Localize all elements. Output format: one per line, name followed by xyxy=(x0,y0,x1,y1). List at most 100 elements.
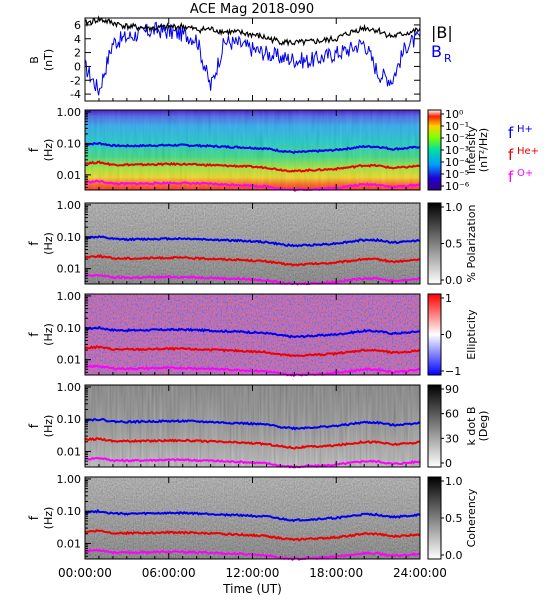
freq-ylabel-1: f xyxy=(27,147,41,152)
f_h_plus-line xyxy=(84,508,421,523)
f_he_plus-line xyxy=(84,253,421,267)
colorbar-tick-label: 10⁻⁶ xyxy=(445,180,470,193)
freq-ytick-label: 1.00 xyxy=(57,473,82,486)
figure-title: ACE Mag 2018-090 xyxy=(190,2,314,17)
colorbar-label-1: % Polarization xyxy=(465,205,478,283)
legend-b-total: |B| xyxy=(431,23,453,42)
legend-b-r: B xyxy=(431,42,442,61)
freq-ylabel-2: (Hz) xyxy=(42,415,55,438)
b-ytick-label: -2 xyxy=(70,74,81,87)
colorbar-tick-label: 10⁻⁵ xyxy=(445,168,469,181)
freq-ytick-label: 0.10 xyxy=(57,505,82,518)
colorbar-tick-label: −1 xyxy=(445,365,461,378)
colorbar-label-2: (nT²/Hz) xyxy=(477,128,490,172)
time-axis: 00:00:00 06:00:00 12:00:00 18:00:00 24:00:00… xyxy=(58,18,447,596)
spectrogram-panel-1: 1.000.100.01f (Hz)10⁰10⁻¹10⁻²10⁻³10⁻⁴10⁻⁵… xyxy=(27,106,539,193)
freq-ylabel-1: f xyxy=(27,241,41,246)
legend-b-r-subscript: R xyxy=(444,52,452,65)
colorbar-label-1: Ellipticity xyxy=(465,309,478,360)
colorbar-tick-label: 30 xyxy=(445,432,459,445)
freq-ytick-label: 1.00 xyxy=(57,290,82,303)
spectrogram-texture xyxy=(85,110,420,190)
freq-ytick-label: 0.01 xyxy=(57,169,82,182)
legend-gyro-subscript: He+ xyxy=(517,146,539,157)
b-ytick-label: 4 xyxy=(74,33,81,46)
colorbar-tick-label: 0.5 xyxy=(445,238,463,251)
freq-ylabel-1: f xyxy=(27,332,41,337)
colorbar xyxy=(427,202,442,285)
time-tick-label: 18:00:00 xyxy=(309,566,363,580)
time-tick-label: 06:00:00 xyxy=(142,566,196,580)
freq-ytick-label: 0.01 xyxy=(57,263,82,276)
spectrogram-panel-3: 1.00 0.10 0.01 f (Hz) 1 0 −1 Ellipticity xyxy=(27,290,478,378)
b-ytick-label: 2 xyxy=(74,47,81,60)
f_h_plus-line xyxy=(84,325,421,339)
b-ytick-label: 0 xyxy=(74,60,81,73)
colorbar-tick-label: 1 xyxy=(445,292,452,305)
colorbar-label-2: (Deg) xyxy=(477,411,490,442)
f_h_plus-line xyxy=(84,141,420,155)
freq-ytick-label: 0.10 xyxy=(57,413,82,426)
freq-ytick-label: 0.10 xyxy=(57,137,82,150)
spectrogram-texture xyxy=(85,203,420,284)
colorbar-tick-label: 0.0 xyxy=(445,549,463,562)
b-ylabel-1: B xyxy=(28,56,41,64)
freq-ytick-label: 0.01 xyxy=(57,445,82,458)
b-ytick-label: -4 xyxy=(70,88,81,101)
colorbar xyxy=(427,476,442,560)
colorbar-tick-label: 0.5 xyxy=(445,512,463,525)
freq-ytick-label: 0.01 xyxy=(57,354,82,367)
spectrogram-panels: 1.000.100.01f (Hz)10⁰10⁻¹10⁻²10⁻³10⁻⁴10⁻⁵… xyxy=(27,106,539,562)
f_h_plus-line xyxy=(84,234,421,248)
colorbar-tick-label: 60 xyxy=(445,408,459,421)
legend-gyro-subscript: O+ xyxy=(517,168,533,179)
spectrogram-texture xyxy=(85,294,420,375)
legend-gyro-base: f xyxy=(508,124,514,142)
f_he_plus-line xyxy=(84,160,421,173)
freq-ylabel-2: (Hz) xyxy=(42,139,55,162)
legend-gyro-subscript: H+ xyxy=(517,124,533,135)
legend-gyro-base: f xyxy=(508,146,514,164)
colorbar-tick-label: 10⁻³ xyxy=(445,144,469,157)
colorbar-tick-label: 1.0 xyxy=(445,201,463,214)
f_h_plus-line xyxy=(84,417,421,431)
freq-ytick-label: 0.01 xyxy=(57,537,82,550)
colorbar-tick-label: 1.0 xyxy=(445,475,463,488)
colorbar-tick-label: 10⁻⁴ xyxy=(445,156,470,169)
freq-ytick-label: 1.00 xyxy=(57,381,82,394)
colorbar-label-1: Coherency xyxy=(465,488,478,547)
time-tick-label: 00:00:00 xyxy=(58,566,112,580)
colorbar xyxy=(427,293,442,376)
time-tick-label: 24:00:00 xyxy=(393,566,447,580)
colorbar-tick-label: 10⁻² xyxy=(445,132,469,145)
colorbar-tick-label: 10⁻¹ xyxy=(445,120,469,133)
spectrogram-texture xyxy=(85,477,420,559)
colorbar-tick-label: 90 xyxy=(445,383,459,396)
colorbar-tick-label: 0 xyxy=(445,457,452,470)
b-total-line xyxy=(84,15,421,47)
freq-ytick-label: 0.10 xyxy=(57,322,82,335)
spectrogram-panel-4: 1.00 0.10 0.01 f (Hz) 90 60 30 0 k dot B (Deg) xyxy=(27,381,490,470)
time-tick-label: 12:00:00 xyxy=(226,566,280,580)
f_he_plus-line xyxy=(84,345,421,358)
colorbar-tick-label: 10⁰ xyxy=(445,108,464,121)
b-ylabel-2: (nT) xyxy=(42,49,55,71)
freq-ylabel-2: (Hz) xyxy=(42,232,55,255)
b-ytick-label: 6 xyxy=(74,19,81,32)
time-axis-label: Time (UT) xyxy=(222,582,282,596)
colorbar-tick-label: 0 xyxy=(445,329,452,342)
legend-gyro-base: f xyxy=(508,168,514,186)
colorbar-label-1: Intensity xyxy=(465,126,478,174)
b-r-line xyxy=(84,21,421,96)
freq-ytick-label: 1.00 xyxy=(57,106,82,119)
freq-ylabel-2: (Hz) xyxy=(42,507,55,530)
freq-ylabel-1: f xyxy=(27,423,41,428)
f_he_plus-line xyxy=(84,437,421,450)
spectrogram-texture xyxy=(85,385,420,467)
f_he_plus-line xyxy=(84,529,421,542)
freq-ylabel-1: f xyxy=(27,515,41,520)
spectrogram-panel-2: 1.00 0.10 0.01 f (Hz) 1.0 0.5 0.0% Polarization xyxy=(27,199,478,287)
